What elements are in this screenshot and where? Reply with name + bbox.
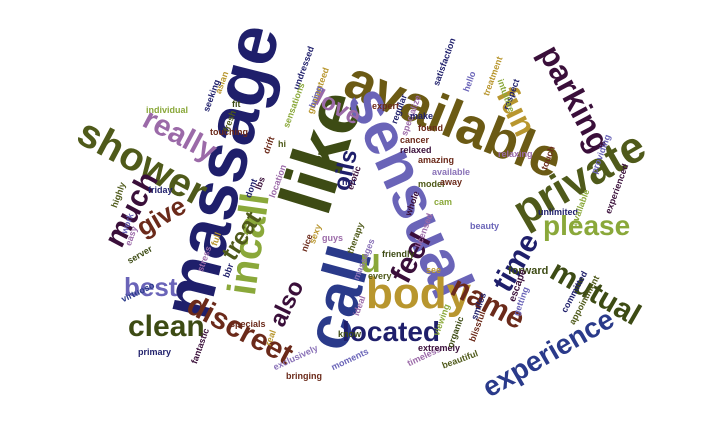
cloud-word: know: [338, 329, 362, 339]
cloud-word: primary: [138, 347, 172, 357]
cloud-word: u: [360, 242, 381, 280]
cloud-word: specials: [230, 319, 266, 329]
cloud-word: forward: [508, 265, 549, 277]
cloud-word: away: [440, 177, 463, 187]
cloud-word: beauty: [470, 221, 500, 231]
cloud-word: friday: [148, 185, 173, 195]
cloud-word: relaxing: [498, 149, 533, 159]
cloud-word: clean: [128, 310, 205, 343]
cloud-word: make: [410, 111, 434, 121]
cloud-word: body: [366, 269, 472, 318]
cloud-word: available: [432, 167, 471, 177]
cloud-word: unlimited: [538, 207, 578, 217]
cloud-word: model: [418, 179, 445, 189]
cloud-word: cam: [434, 197, 453, 207]
cloud-word: relaxed: [400, 145, 432, 155]
cloud-word: friendly: [382, 249, 415, 259]
cloud-word: please: [543, 210, 631, 241]
cloud-word: cancer: [400, 135, 430, 145]
cloud-word: fit: [232, 99, 241, 109]
cloud-word: located: [342, 316, 441, 347]
cloud-word: guys: [322, 233, 344, 243]
cloud-word: every: [368, 271, 392, 281]
cloud-word: amazing: [418, 155, 455, 165]
cloud-word: server: [125, 243, 154, 266]
cloud-word: individual: [146, 105, 189, 115]
cloud-word: hello: [461, 69, 478, 94]
cloud-word: bringing: [286, 371, 322, 381]
cloud-word: best: [124, 272, 178, 302]
cloud-word: found: [418, 123, 443, 133]
cloud-word: hot: [342, 177, 356, 187]
cloud-word: see: [426, 265, 442, 275]
cloud-word: hi: [278, 139, 286, 149]
cloud-word: satisfaction: [431, 36, 458, 88]
cloud-word: expert: [372, 101, 400, 111]
cloud-word: organic: [445, 315, 466, 350]
cloud-word: extremely: [418, 343, 461, 353]
cloud-word: touching: [210, 127, 248, 137]
